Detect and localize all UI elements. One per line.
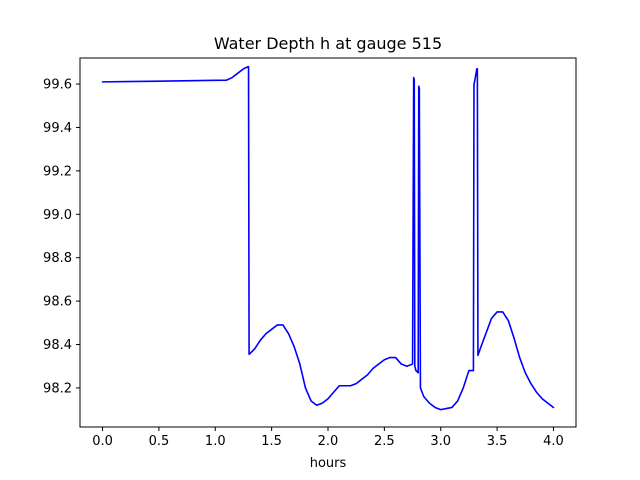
y-tick-label: 98.6	[43, 295, 72, 310]
y-tick-label: 98.2	[43, 381, 72, 396]
x-tick-label: 4.0	[543, 434, 564, 449]
x-tick-label: 1.0	[205, 434, 226, 449]
plot-area-frame	[79, 57, 577, 428]
y-tick-label: 99.6	[43, 78, 72, 93]
x-axis-ticks: 0.0 0.5 1.0 1.5 2.0 2.5 3.0 3.5 4.0	[92, 427, 564, 449]
x-tick-label: 0.0	[92, 434, 113, 449]
y-tick-label: 98.4	[43, 338, 72, 353]
x-tick-label: 2.5	[374, 434, 395, 449]
x-tick-label: 3.5	[487, 434, 508, 449]
x-tick-label: 3.0	[430, 434, 451, 449]
y-tick-label: 99.0	[43, 208, 72, 223]
y-tick-label: 99.2	[43, 164, 72, 179]
series-layer	[101, 65, 555, 411]
x-tick-label: 2.0	[318, 434, 339, 449]
chart-title: Water Depth h at gauge 515	[214, 34, 442, 53]
y-tick-label: 98.8	[43, 251, 72, 266]
x-axis-label: hours	[310, 456, 347, 471]
y-tick-label: 99.4	[43, 121, 72, 136]
x-tick-label: 0.5	[149, 434, 170, 449]
y-axis-ticks: 98.2 98.4 98.6 98.8 99.0 99.2 99.4 99.6	[43, 78, 80, 396]
series-line	[101, 65, 555, 411]
x-tick-label: 1.5	[261, 434, 282, 449]
